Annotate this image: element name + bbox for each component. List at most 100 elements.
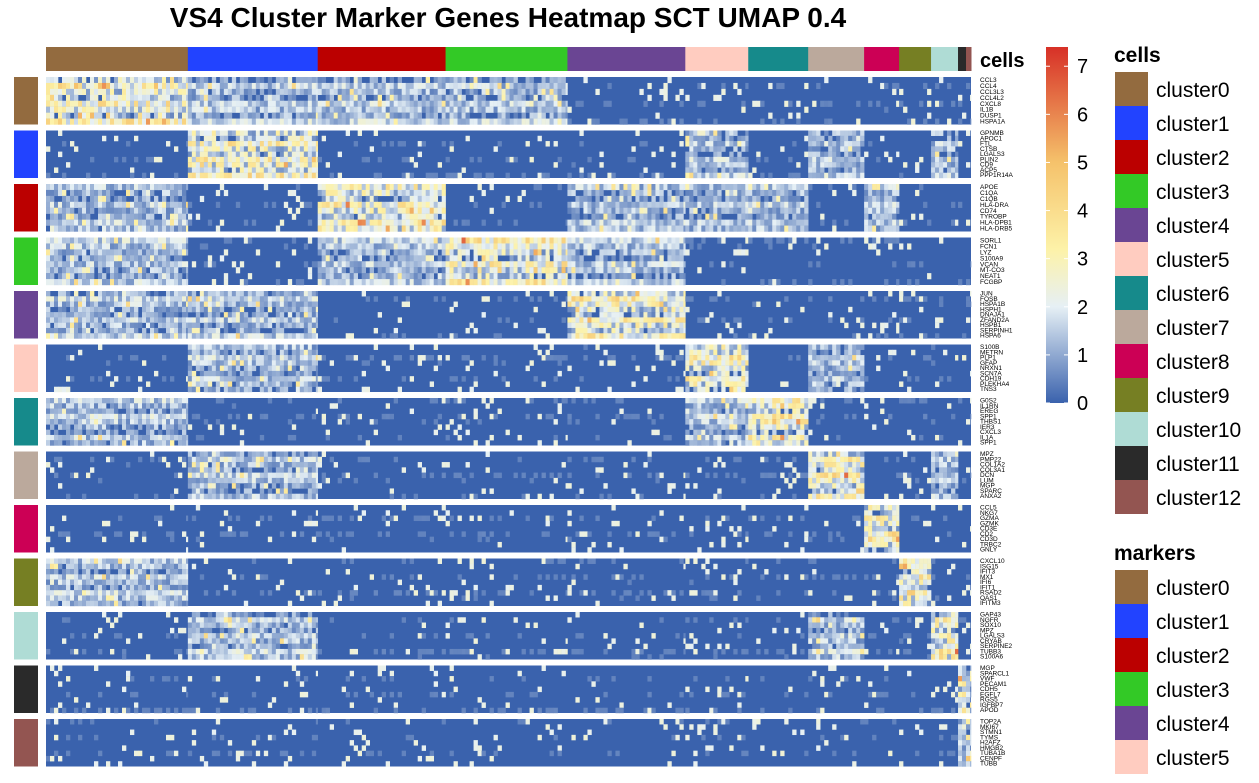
heat-cell	[315, 301, 319, 308]
heat-cell	[615, 306, 620, 313]
heat-cell	[182, 322, 187, 329]
heat-cell	[166, 219, 171, 226]
gene-label: HSPA1A	[980, 119, 1006, 126]
heat-cell	[697, 100, 702, 107]
heat-cell	[86, 279, 91, 286]
heat-cell	[333, 249, 339, 256]
heat-cell	[709, 135, 714, 142]
heat-cell	[199, 94, 205, 101]
heat-cell	[389, 213, 395, 220]
heat-cell	[158, 100, 163, 107]
heat-cell	[275, 100, 281, 107]
heat-cell	[142, 279, 147, 286]
heat-cell	[287, 77, 293, 84]
heat-cell	[623, 243, 628, 250]
heat-cell	[405, 243, 411, 250]
heat-cell	[745, 184, 749, 191]
heat-cell	[864, 207, 869, 214]
heat-cell	[733, 207, 738, 214]
heat-cell	[271, 106, 277, 113]
heat-cell	[239, 156, 245, 163]
heat-cell	[896, 225, 900, 232]
heat-cell	[579, 219, 584, 226]
heat-cell	[369, 219, 375, 226]
heat-cell	[223, 172, 229, 179]
heat-cell	[142, 243, 147, 250]
heat-cell	[571, 213, 576, 220]
heat-cell	[307, 156, 313, 163]
heat-cell	[733, 195, 738, 203]
heat-cell	[82, 317, 87, 323]
heat-cell	[58, 94, 63, 101]
heat-cell	[325, 255, 331, 262]
heat-cell	[90, 267, 95, 274]
heat-cell	[655, 225, 660, 232]
heat-cell	[497, 100, 502, 107]
heat-cell	[138, 106, 143, 113]
heat-cell	[271, 317, 277, 323]
heat-cell	[792, 219, 797, 226]
heat-cell	[315, 100, 319, 107]
heat-cell	[689, 201, 694, 208]
heat-cell	[182, 195, 187, 203]
heat-cell	[780, 146, 785, 152]
heat-cell	[74, 112, 79, 119]
heat-cell	[615, 261, 620, 268]
heat-cell	[689, 162, 694, 168]
heat-cell	[587, 243, 592, 250]
heat-cell	[970, 118, 972, 125]
heat-cell	[207, 118, 213, 125]
heat-cell	[267, 306, 273, 313]
heat-cell	[697, 130, 702, 136]
heat-cell	[90, 189, 95, 197]
heat-cell	[361, 189, 367, 197]
heat-cell	[489, 273, 494, 280]
heat-cell	[729, 219, 734, 226]
heat-cell	[737, 213, 742, 220]
heat-cell	[631, 201, 636, 208]
heat-cell	[611, 243, 616, 250]
heat-cell	[74, 333, 79, 339]
heat-cell	[788, 195, 793, 203]
heat-cell	[505, 249, 510, 256]
heat-cell	[174, 189, 179, 197]
heat-cell	[445, 249, 450, 256]
heat-cell	[166, 296, 171, 302]
heat-cell	[146, 296, 151, 302]
heat-cell	[321, 88, 327, 96]
heat-cell	[74, 261, 79, 268]
heat-cell	[102, 249, 107, 256]
heat-cell	[114, 317, 119, 323]
heat-cell	[50, 207, 55, 214]
heat-cell	[693, 219, 698, 226]
heat-cell	[401, 219, 407, 226]
heat-cell	[385, 82, 391, 90]
heat-cell	[271, 151, 277, 158]
heat-cell	[729, 195, 734, 203]
heat-cell	[733, 225, 738, 232]
heat-cell	[561, 301, 566, 308]
heat-cell	[118, 237, 123, 244]
heat-cell	[182, 106, 187, 113]
heat-cell	[70, 255, 75, 262]
heat-cell	[667, 291, 672, 297]
heat-cell	[106, 112, 111, 119]
heat-cell	[449, 118, 454, 125]
heat-cell	[243, 327, 249, 334]
heat-cell	[215, 167, 221, 173]
heat-cell	[158, 106, 163, 113]
heat-cell	[599, 162, 604, 168]
heat-cell	[223, 106, 229, 113]
heat-cell	[307, 130, 313, 136]
heat-cell	[623, 279, 628, 286]
heat-cell	[279, 130, 285, 136]
heat-cell	[583, 261, 588, 268]
heat-cell	[187, 322, 193, 329]
heat-cell	[98, 273, 103, 280]
heat-cell	[729, 172, 734, 179]
heat-cell	[333, 112, 339, 119]
heat-cell	[341, 243, 347, 250]
heat-cell	[939, 301, 944, 308]
heat-cell	[70, 189, 75, 197]
heat-cell	[425, 255, 431, 262]
